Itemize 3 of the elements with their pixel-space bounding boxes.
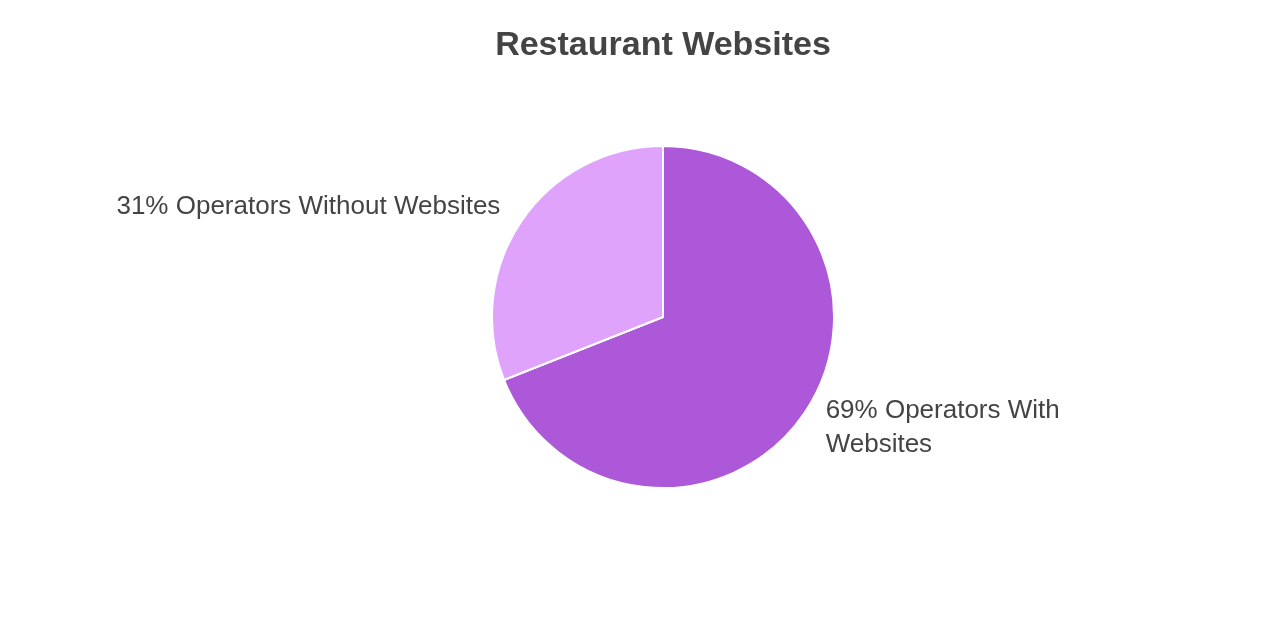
slice-label: 69% Operators With Websites bbox=[825, 393, 1060, 458]
slice-label: 31% Operators Without Websites bbox=[116, 189, 501, 220]
chart-title: Restaurant Websites bbox=[494, 24, 832, 63]
